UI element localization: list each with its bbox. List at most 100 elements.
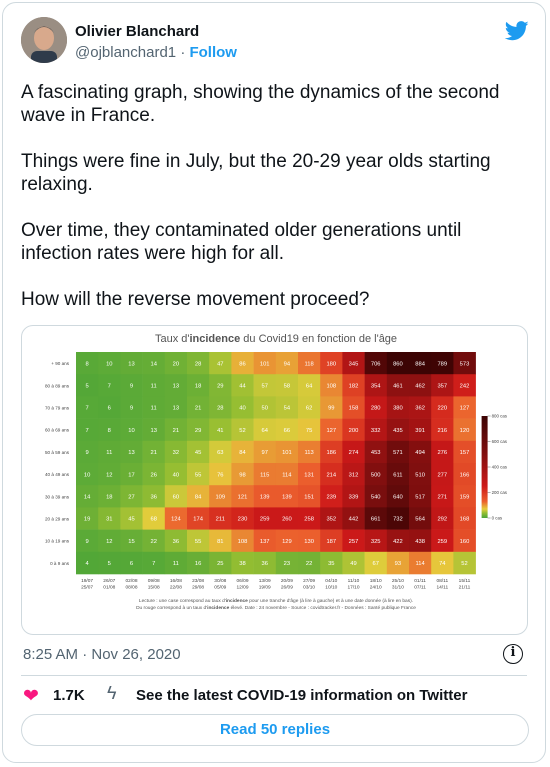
heatmap-cell	[187, 463, 210, 486]
cell-value: 280	[371, 406, 381, 412]
cell-value: 40	[173, 472, 179, 478]
avatar[interactable]	[21, 17, 67, 63]
heatmap-cell	[164, 463, 188, 486]
heatmap-cell	[253, 463, 277, 486]
heatmap-cell	[364, 507, 388, 530]
heatmap-cell	[187, 418, 210, 442]
cell-value: 6	[130, 561, 133, 567]
cell-value: 461	[393, 384, 403, 390]
cell-value: 7	[85, 406, 88, 412]
cell-value: 258	[304, 517, 314, 523]
column-label: 26/07	[103, 578, 115, 584]
read-replies-button[interactable]: Read 50 replies	[21, 714, 529, 746]
column-label: 03/10	[303, 585, 315, 591]
follow-button[interactable]: Follow	[189, 44, 237, 61]
cell-value: 101	[282, 450, 292, 456]
cell-value: 86	[239, 361, 245, 367]
cell-value: 5	[108, 561, 111, 567]
cell-value: 139	[282, 495, 292, 501]
cell-value: 16	[195, 561, 201, 567]
column-label: 10/10	[325, 585, 337, 591]
cell-value: 564	[415, 517, 425, 523]
author-name[interactable]: Olivier Blanchard	[75, 23, 200, 40]
cell-value: 115	[260, 472, 269, 478]
cell-value: 58	[284, 384, 290, 390]
author-handle[interactable]: @ojblanchard1	[75, 44, 177, 61]
cell-value: 31	[106, 517, 112, 523]
heatmap-cell	[98, 507, 121, 530]
cell-value: 54	[284, 406, 291, 412]
heatmap-cell	[209, 507, 232, 530]
cell-value: 462	[415, 384, 425, 390]
heatmap-cell	[409, 463, 432, 486]
separator-dot: ·	[180, 44, 186, 61]
column-label: 09/08	[148, 578, 160, 584]
tweet-image[interactable]: Taux d'incidence du Covid19 en fonction …	[21, 325, 528, 635]
heatmap-cell	[142, 396, 166, 419]
cell-value: 127	[326, 428, 336, 434]
heatmap-cell	[253, 551, 277, 575]
heatmap-cell	[120, 463, 143, 486]
cell-value: 22	[306, 561, 312, 567]
heatmap-cell	[431, 485, 454, 508]
heatmap-cell	[386, 485, 410, 508]
heatmap-cell	[164, 485, 188, 508]
cell-value: 168	[460, 517, 470, 523]
heatmap-cell	[253, 485, 277, 508]
column-label: 17/10	[347, 585, 359, 591]
column-label: 05/09	[214, 585, 226, 591]
heatmap-cell	[275, 529, 299, 553]
cell-value: 345	[349, 361, 359, 367]
heatmap-cell	[320, 374, 343, 397]
tweet-timestamp[interactable]: 8:25 AM · Nov 26, 2020	[23, 646, 181, 663]
cell-value: 99	[328, 406, 334, 412]
heatmap-cell	[431, 418, 454, 442]
heatmap-cell	[142, 440, 166, 464]
cell-value: 55	[195, 539, 201, 545]
row-label: 60 à 69 ans	[45, 428, 70, 433]
column-label: 26/09	[281, 585, 293, 591]
heatmap-cell	[253, 352, 277, 375]
heatmap-cell	[386, 418, 410, 442]
info-icon[interactable]: i	[503, 644, 523, 664]
heatmap-cell	[253, 529, 277, 553]
cell-value: 108	[238, 539, 248, 545]
cell-value: 640	[393, 495, 403, 501]
heatmap-cell	[164, 507, 188, 530]
heatmap-cell	[386, 507, 410, 530]
heatmap-cell	[209, 529, 232, 553]
cell-value: 28	[195, 361, 201, 367]
heatmap-cell	[320, 352, 343, 375]
twitter-bird-icon[interactable]	[505, 21, 529, 41]
column-label: 21/11	[459, 585, 471, 591]
heatmap-cell	[76, 440, 99, 464]
heatmap-cell	[253, 418, 277, 442]
tweet-text: A fascinating graph, showing the dynamic…	[21, 81, 521, 334]
heatmap-cell	[342, 529, 365, 553]
heatmap-cell	[298, 529, 321, 553]
cell-value: 45	[128, 517, 134, 523]
column-label: 11/10	[348, 578, 360, 584]
cell-value: 10	[128, 428, 134, 434]
cell-value: 380	[393, 406, 403, 412]
heatmap-cell	[320, 396, 343, 419]
row-label: 70 à 79 ans	[45, 406, 70, 411]
cell-value: 11	[151, 384, 157, 390]
cell-value: 9	[130, 406, 133, 412]
like-count[interactable]: 1.7K	[53, 687, 85, 704]
heatmap-cell	[120, 507, 143, 530]
cell-value: 10	[84, 472, 90, 478]
heatmap-cell	[142, 418, 166, 442]
cell-value: 84	[239, 450, 246, 456]
covid-info-link[interactable]: See the latest COVID-19 information on T…	[136, 687, 468, 704]
heatmap-cell	[386, 396, 410, 419]
cell-value: 292	[437, 517, 447, 523]
column-label: 08/11	[436, 578, 448, 584]
heatmap-cell	[320, 485, 343, 508]
cell-value: 18	[106, 495, 112, 501]
cell-value: 52	[461, 561, 467, 567]
heart-icon[interactable]: ❤	[23, 686, 39, 707]
column-label: 01/11	[414, 578, 426, 584]
cell-value: 211	[216, 517, 225, 523]
heatmap-cell	[231, 529, 254, 553]
